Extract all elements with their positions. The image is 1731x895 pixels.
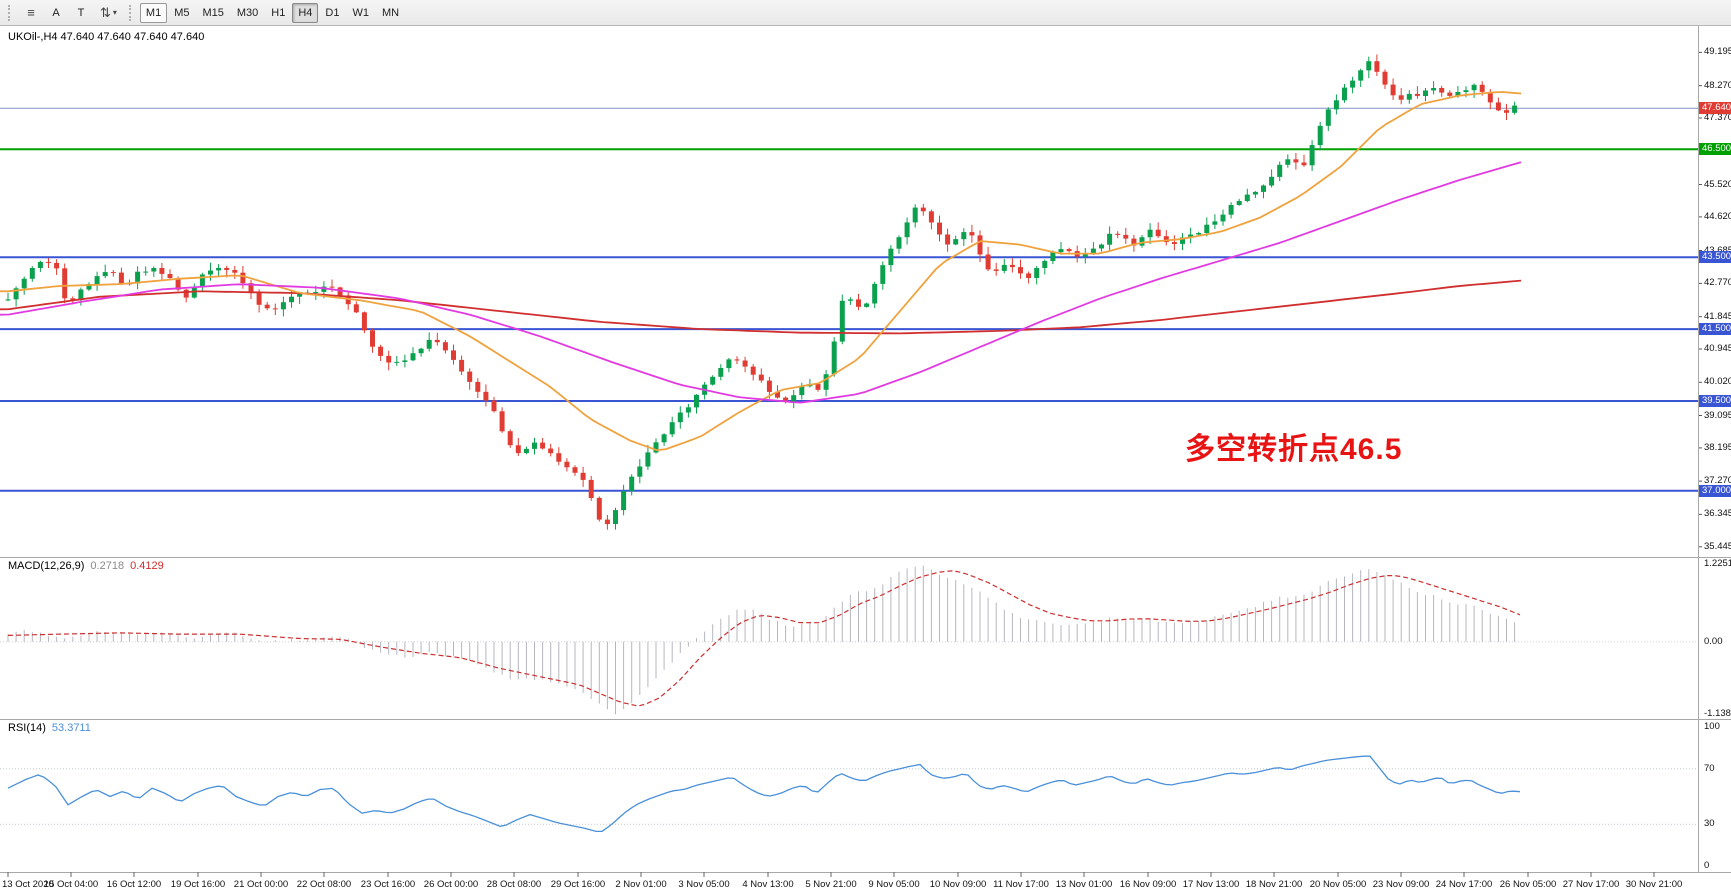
toolbar-grip	[8, 4, 13, 21]
timeframe-w1-button[interactable]: W1	[346, 3, 375, 23]
time-axis-label: 3 Nov 05:00	[678, 879, 730, 890]
scale-arrows-icon: ⇅	[100, 5, 111, 20]
price-tick-label: 43.685	[1704, 244, 1731, 256]
timeframe-d1-button[interactable]: D1	[319, 3, 345, 23]
time-axis-label: 9 Nov 05:00	[868, 879, 920, 890]
rsi-scale-label: 0	[1704, 860, 1710, 871]
rsi-scale-label: 70	[1704, 762, 1715, 774]
macd-main-value: 0.2718	[90, 560, 125, 572]
toolbar-grip	[128, 4, 134, 21]
price-badge: 46.500	[1699, 143, 1731, 156]
macd-scale-label: 0.00	[1704, 635, 1723, 647]
rsi-scale-label: 30	[1704, 818, 1715, 830]
timeframe-m30-button[interactable]: M30	[231, 3, 264, 23]
price-badge: 43.500	[1699, 251, 1731, 264]
time-axis-label: 11 Nov 17:00	[993, 879, 1049, 890]
timeframe-m5-button[interactable]: M5	[168, 3, 195, 23]
toolbar: ≡ A T ⇅ ▾ M1 M5 M15 M30 H1 H4 D1 W1 MN	[0, 0, 1731, 26]
macd-signal-value: 0.4129	[130, 560, 164, 572]
price-badge: 41.500	[1699, 323, 1731, 336]
timeframe-m15-button[interactable]: M15	[196, 3, 229, 23]
price-tick-label: 40.945	[1704, 343, 1731, 355]
time-axis-label: 26 Nov 05:00	[1499, 879, 1557, 890]
charts-list-icon: ≡	[27, 5, 35, 20]
price-tick-label: 48.270	[1704, 79, 1731, 91]
timeframe-m1-button[interactable]: M1	[139, 2, 168, 23]
macd-indicator-label: MACD(12,26,9) 0.2718 0.4129	[8, 560, 164, 572]
time-axis-label: 28 Oct 08:00	[486, 879, 542, 890]
time-axis-label: 4 Nov 13:00	[742, 879, 794, 890]
time-axis-label: 16 Nov 09:00	[1119, 879, 1177, 890]
charts-list-button[interactable]: ≡	[19, 3, 43, 23]
chart-annotation-text: 多空转折点46.5	[1185, 433, 1403, 466]
label-tool-button[interactable]: T	[69, 3, 93, 23]
price-tick-label: 44.620	[1704, 210, 1731, 222]
price-badge: 39.500	[1699, 394, 1731, 407]
time-axis-label: 13 Nov 01:00	[1055, 879, 1113, 890]
time-axis[interactable]: 13 Oct 2020 15 Oct 04:00 16 Oct 12:00 19 Oc…	[0, 872, 1731, 895]
timeframe-h4-button[interactable]: H4	[292, 2, 319, 23]
price-tick-label: 45.520	[1704, 178, 1731, 190]
scale-tool-button[interactable]: ⇅ ▾	[94, 3, 123, 23]
macd-scale-label: 1.2251	[1704, 558, 1731, 569]
price-badge: 37.000	[1699, 484, 1731, 497]
time-axis-label: 13 Oct 2020	[2, 879, 54, 890]
timeframe-mn-button[interactable]: MN	[376, 3, 405, 23]
time-axis-label: 16 Oct 12:00	[106, 879, 162, 890]
time-axis-label: 5 Nov 21:00	[805, 879, 857, 890]
price-tick-label: 47.370	[1704, 112, 1731, 124]
time-axis-label: 18 Nov 21:00	[1245, 879, 1303, 890]
time-axis-label: 26 Oct 00:00	[423, 879, 479, 890]
rsi-value: 53.3711	[51, 722, 91, 734]
time-axis-label: 29 Oct 16:00	[550, 879, 606, 890]
time-axis-label: 19 Oct 16:00	[170, 879, 226, 890]
time-axis-label: 10 Nov 09:00	[929, 879, 987, 890]
price-scale[interactable]: 49.195 48.270 47.370 45.520 44.620 43.685 42.7…	[1698, 26, 1731, 872]
rsi-scale-label: 100	[1704, 721, 1720, 732]
price-tick-label: 36.345	[1704, 508, 1731, 520]
rsi-name: RSI(14)	[8, 722, 46, 734]
price-badge: 47.640	[1699, 102, 1731, 115]
timeframe-h1-button[interactable]: H1	[265, 3, 291, 23]
time-axis-label: 20 Nov 05:00	[1309, 879, 1367, 890]
price-tick-label: 38.195	[1704, 441, 1731, 453]
price-tick-label: 39.095	[1704, 409, 1731, 421]
time-axis-label: 15 Oct 04:00	[43, 879, 99, 890]
rsi-indicator-label: RSI(14) 53.3711	[8, 722, 91, 734]
time-axis-label: 22 Oct 08:00	[296, 879, 352, 890]
price-tick-label: 35.445	[1704, 540, 1731, 552]
price-tick-label: 42.770	[1704, 277, 1731, 289]
price-tick-label: 40.020	[1704, 376, 1731, 388]
time-axis-label: 21 Oct 00:00	[233, 879, 289, 890]
price-tick-label: 49.195	[1704, 46, 1731, 58]
macd-scale-label: -1.1383	[1704, 708, 1731, 719]
time-axis-label: 23 Oct 16:00	[360, 879, 416, 890]
text-tool-button[interactable]: A	[44, 3, 68, 23]
symbol-ohlc-label: UKOil-,H4 47.640 47.640 47.640 47.640	[8, 31, 205, 43]
macd-name: MACD(12,26,9)	[8, 560, 85, 572]
chevron-down-icon: ▾	[112, 8, 117, 17]
time-axis-label: 23 Nov 09:00	[1372, 879, 1430, 890]
time-axis-label: 30 Nov 21:00	[1625, 879, 1683, 890]
time-axis-label: 2 Nov 01:00	[615, 879, 667, 890]
time-axis-label: 17 Nov 13:00	[1182, 879, 1240, 890]
price-tick-label: 37.270	[1704, 475, 1731, 487]
time-axis-label: 27 Nov 17:00	[1562, 879, 1620, 890]
price-tick-label: 41.845	[1704, 310, 1731, 322]
time-axis-label: 24 Nov 17:00	[1435, 879, 1493, 890]
